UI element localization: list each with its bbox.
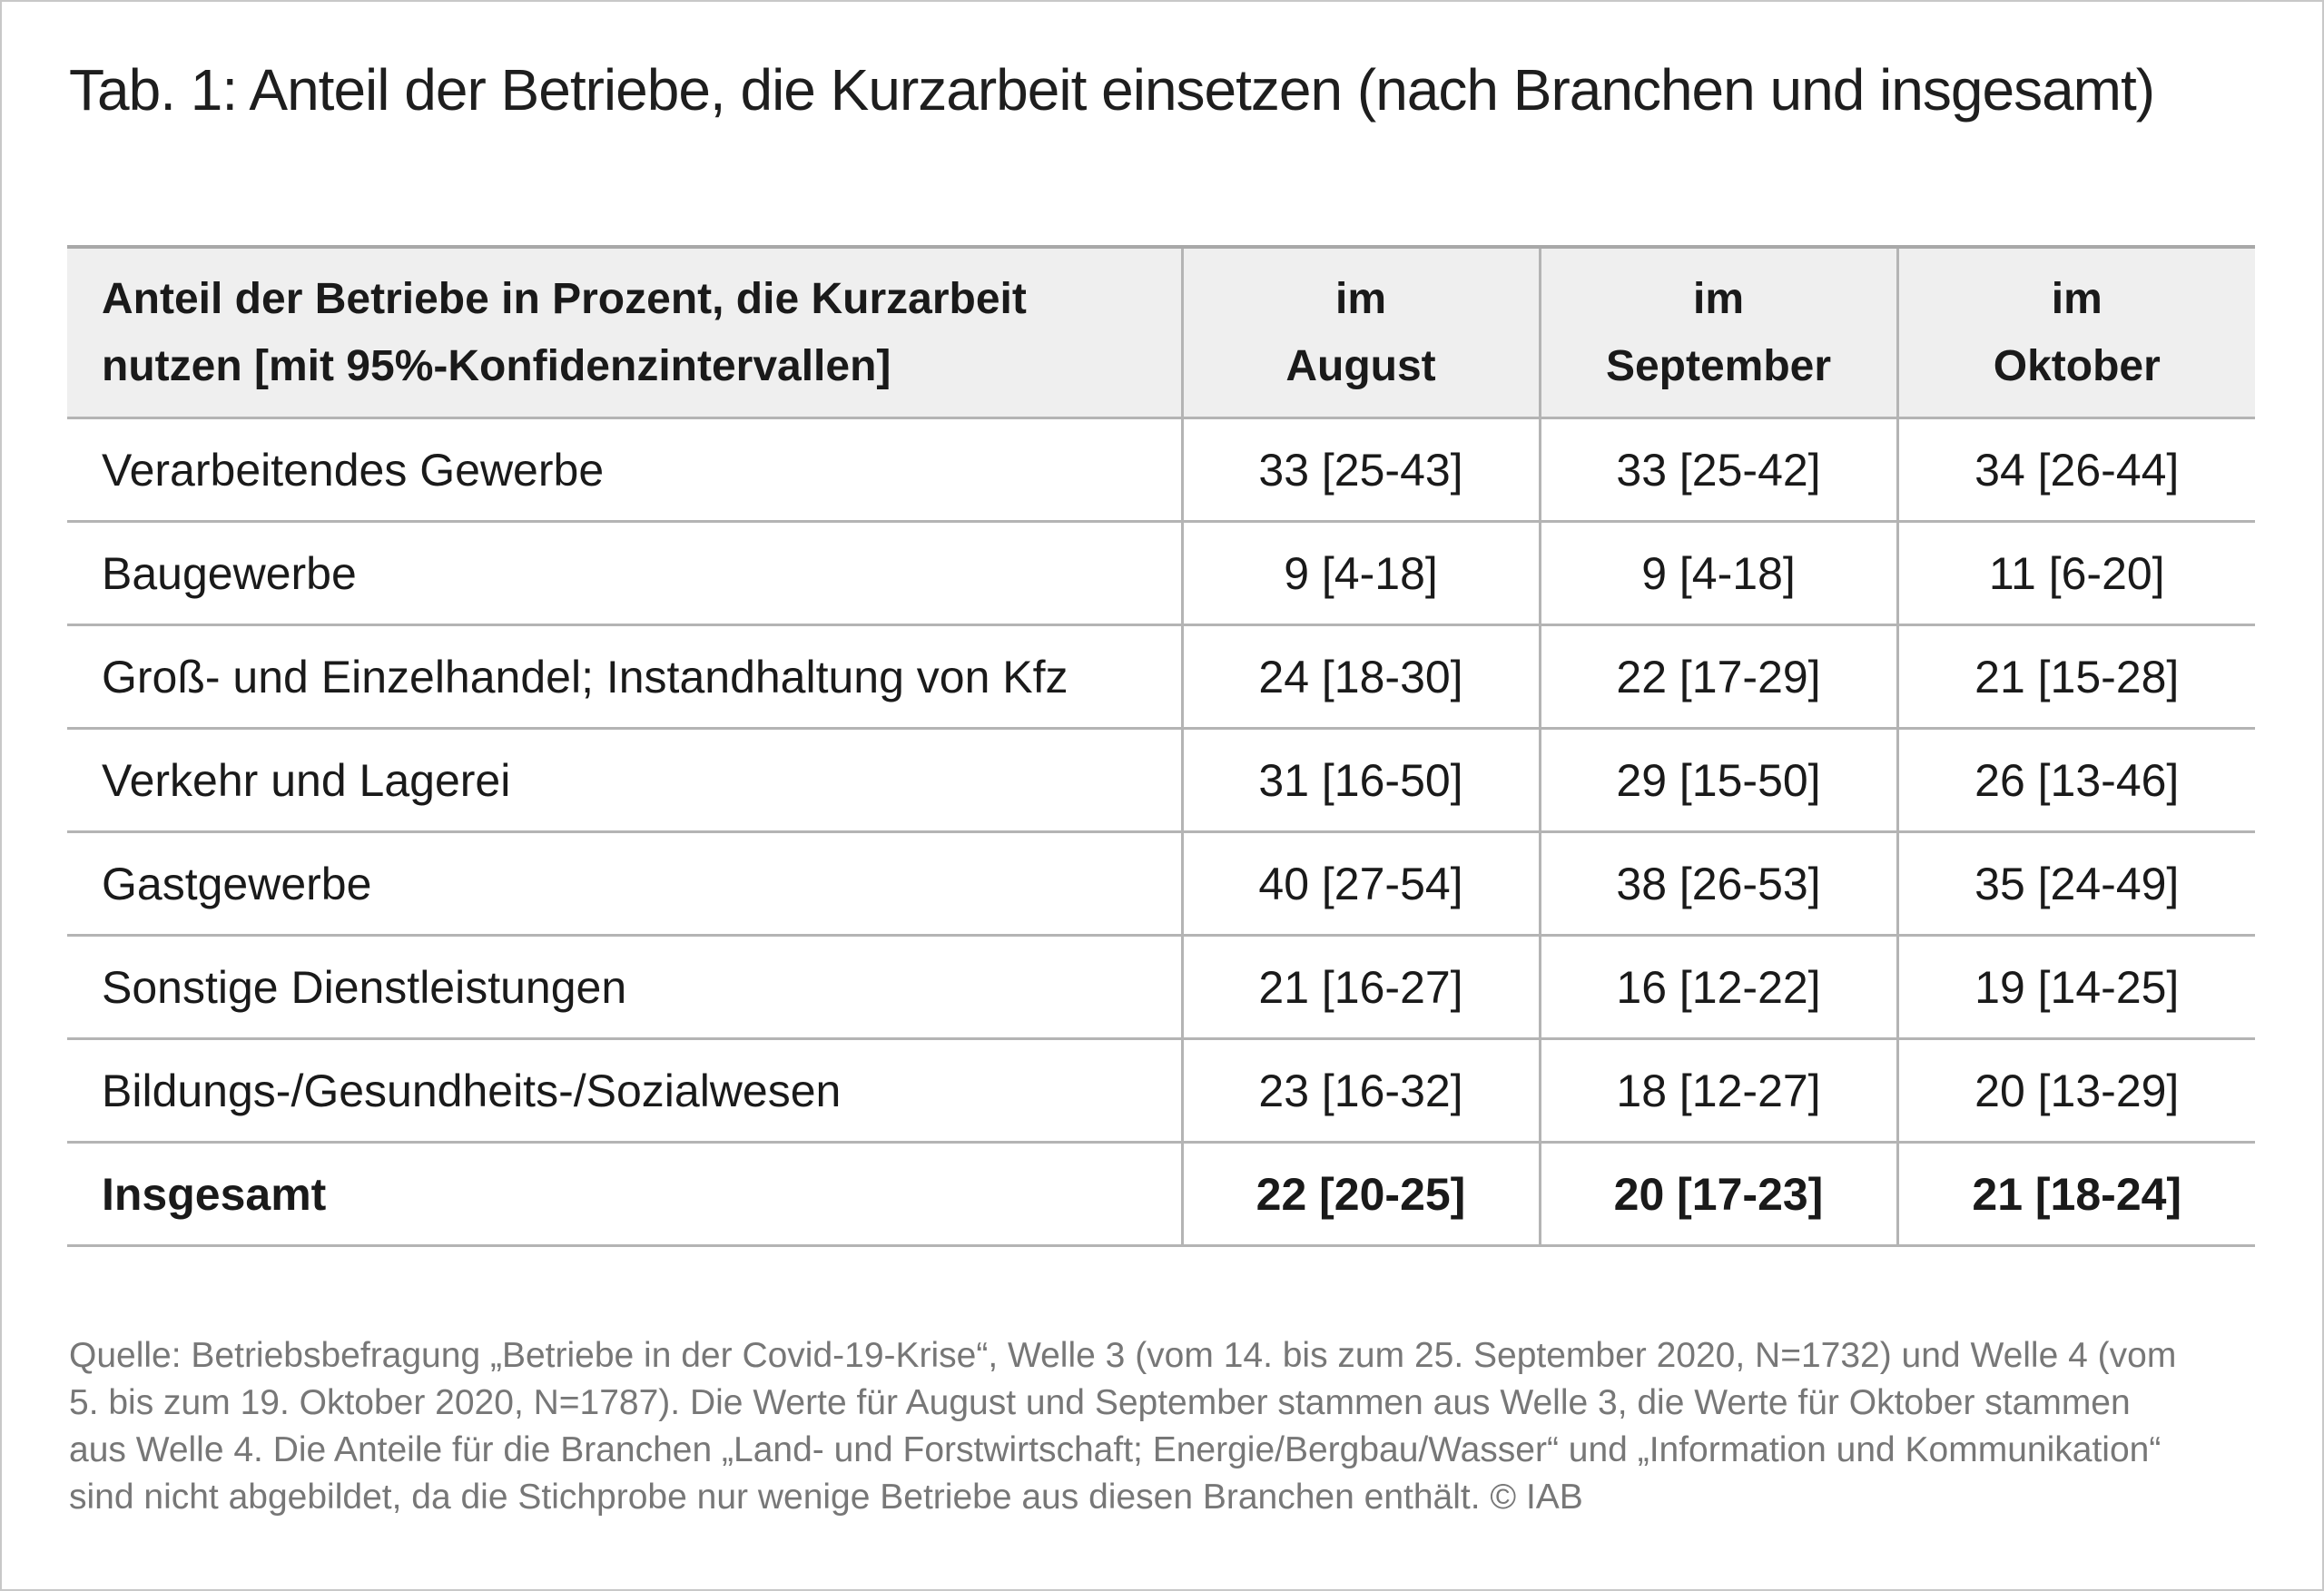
row-label: Gastgewerbe	[67, 831, 1184, 937]
cell-september: 16 [12-22]	[1540, 935, 1899, 1040]
cell-august: 40 [27-54]	[1182, 831, 1541, 937]
table-row: Gastgewerbe 40 [27-54] 38 [26-53] 35 [24…	[67, 831, 2255, 937]
cell-august: 21 [16-27]	[1182, 935, 1541, 1040]
row-label: Groß- und Einzelhandel; Instandhaltung v…	[67, 624, 1184, 730]
cell-oktober: 19 [14-25]	[1897, 935, 2255, 1040]
cell-september: 38 [26-53]	[1540, 831, 1899, 937]
header-september-line1: im	[1692, 274, 1744, 323]
cell-august: 31 [16-50]	[1182, 728, 1541, 833]
row-label: Baugewerbe	[67, 521, 1184, 626]
total-oktober: 21 [18-24]	[1897, 1142, 2255, 1247]
table-row: Groß- und Einzelhandel; Instandhaltung v…	[67, 624, 2255, 730]
table-title: Tab. 1: Anteil der Betriebe, die Kurzarb…	[69, 57, 2155, 123]
header-oktober-line2: Oktober	[1993, 341, 2161, 390]
cell-september: 33 [25-42]	[1540, 417, 1899, 523]
row-label: Sonstige Dienstleistungen	[67, 935, 1184, 1040]
table-row: Sonstige Dienstleistungen 21 [16-27] 16 …	[67, 935, 2255, 1040]
total-september: 20 [17-23]	[1540, 1142, 1899, 1247]
header-august-line2: August	[1285, 341, 1436, 390]
cell-august: 9 [4-18]	[1182, 521, 1541, 626]
table-row: Verkehr und Lagerei 31 [16-50] 29 [15-50…	[67, 728, 2255, 833]
cell-september: 22 [17-29]	[1540, 624, 1899, 730]
header-label-line1: Anteil der Betriebe in Prozent, die Kurz…	[102, 274, 1027, 323]
cell-oktober: 11 [6-20]	[1897, 521, 2255, 626]
header-label-cell: Anteil der Betriebe in Prozent, die Kurz…	[67, 247, 1184, 419]
cell-oktober: 35 [24-49]	[1897, 831, 2255, 937]
total-row: Insgesamt 22 [20-25] 20 [17-23] 21 [18-2…	[67, 1142, 2255, 1247]
header-oktober: im Oktober	[1897, 247, 2255, 419]
source-note: Quelle: Betriebsbefragung „Betriebe in d…	[69, 1336, 2177, 1517]
cell-september: 9 [4-18]	[1540, 521, 1899, 626]
header-september: im September	[1540, 247, 1899, 419]
cell-september: 29 [15-50]	[1540, 728, 1899, 833]
total-august: 22 [20-25]	[1182, 1142, 1541, 1247]
cell-oktober: 21 [15-28]	[1897, 624, 2255, 730]
header-row: Anteil der Betriebe in Prozent, die Kurz…	[67, 247, 2255, 419]
header-oktober-line1: im	[2051, 274, 2102, 323]
table-row: Bildungs-/Gesundheits-/Sozialwesen 23 [1…	[67, 1038, 2255, 1144]
data-table: Anteil der Betriebe in Prozent, die Kurz…	[67, 245, 2255, 1247]
row-label: Verkehr und Lagerei	[67, 728, 1184, 833]
cell-oktober: 34 [26-44]	[1897, 417, 2255, 523]
cell-august: 24 [18-30]	[1182, 624, 1541, 730]
table-header: Anteil der Betriebe in Prozent, die Kurz…	[67, 247, 2255, 419]
table-row: Baugewerbe 9 [4-18] 9 [4-18] 11 [6-20]	[67, 521, 2255, 626]
header-august-line1: im	[1334, 274, 1386, 323]
row-label: Bildungs-/Gesundheits-/Sozialwesen	[67, 1038, 1184, 1144]
cell-oktober: 20 [13-29]	[1897, 1038, 2255, 1144]
table-row: Verarbeitendes Gewerbe 33 [25-43] 33 [25…	[67, 417, 2255, 523]
cell-august: 33 [25-43]	[1182, 417, 1541, 523]
total-label: Insgesamt	[67, 1142, 1184, 1247]
header-label-line2: nutzen [mit 95%-Konfidenzintervallen]	[102, 341, 891, 390]
header-september-line2: September	[1605, 341, 1832, 390]
cell-oktober: 26 [13-46]	[1897, 728, 2255, 833]
table-body: Verarbeitendes Gewerbe 33 [25-43] 33 [25…	[67, 417, 2255, 1247]
cell-september: 18 [12-27]	[1540, 1038, 1899, 1144]
row-label: Verarbeitendes Gewerbe	[67, 417, 1184, 523]
cell-august: 23 [16-32]	[1182, 1038, 1541, 1144]
header-august: im August	[1182, 247, 1541, 419]
